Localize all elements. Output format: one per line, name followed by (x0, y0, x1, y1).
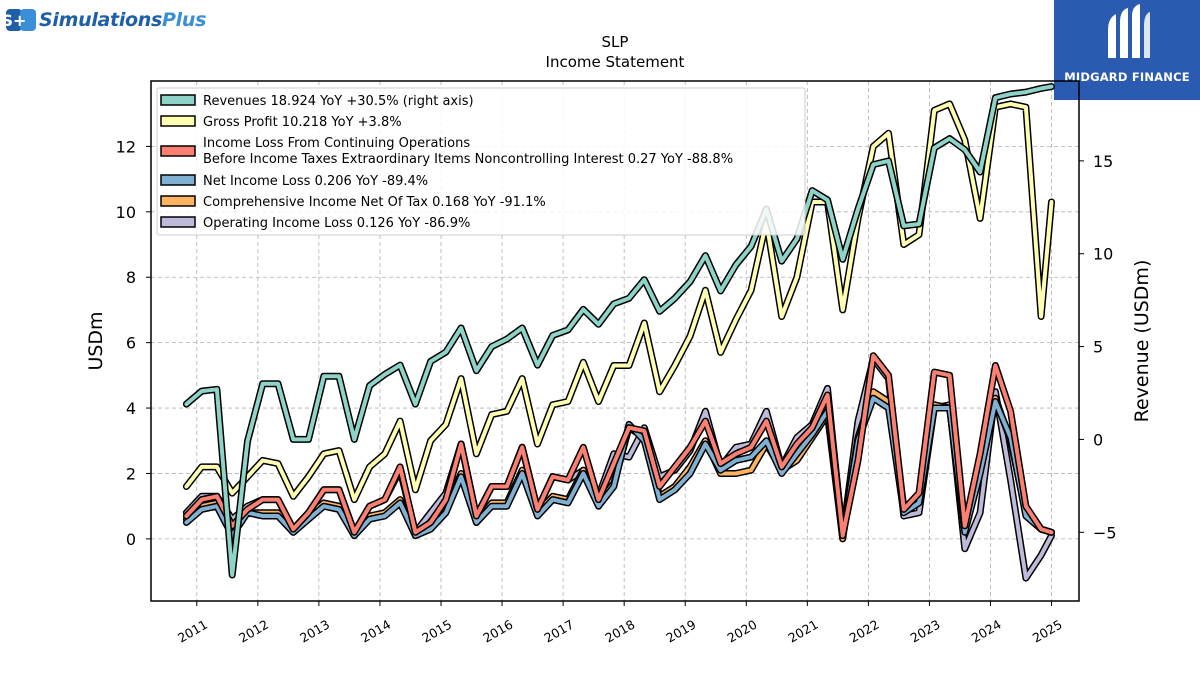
chart-title: SLP (602, 33, 629, 51)
y-tick-label: 12 (116, 137, 136, 156)
y2-tick-label: 0 (1093, 430, 1103, 449)
legend-label: Operating Income Loss 0.126 YoY -86.9% (203, 216, 470, 231)
legend-swatch (160, 216, 196, 228)
x-tick-label: 2015 (419, 617, 454, 646)
right-axis-label: Revenue (USDm) (1131, 260, 1153, 423)
y-tick-label: 0 (126, 530, 136, 549)
legend-swatch (160, 195, 196, 207)
brand-name-accent: Plus (162, 9, 207, 31)
brand-mark-letter: S+ (6, 11, 26, 30)
series-2 (182, 352, 1055, 540)
simulations-plus-icon: S+ (6, 9, 36, 31)
x-tick-label: 2013 (297, 617, 332, 646)
legend: Revenues 18.924 YoY +30.5% (right axis) G… (156, 87, 806, 236)
partner-icon (1108, 4, 1150, 58)
brand-logo: S+ SimulationsPlus (6, 6, 206, 34)
chart-subtitle: Income Statement (546, 53, 685, 71)
legend-label-line2: Before Income Taxes Extraordinary Items … (203, 152, 733, 167)
y-tick-label: 8 (126, 268, 136, 287)
y2-tick-label: 15 (1093, 152, 1113, 171)
brand-name-main: Simulations (39, 9, 163, 31)
series-line (184, 84, 1054, 577)
legend-label-line1: Income Loss From Continuing Operations (203, 136, 470, 151)
y2-tick-label: −5 (1093, 523, 1117, 542)
legend-label: Revenues 18.924 YoY +30.5% (right axis) (203, 94, 474, 109)
x-tick-label: 2020 (724, 617, 759, 646)
series-line (184, 353, 1054, 538)
left-axis-label: USDm (85, 311, 107, 370)
y-tick-label: 4 (126, 399, 136, 418)
series-3 (182, 394, 1055, 540)
y2-tick-label: 10 (1093, 245, 1113, 264)
x-tick-label: 2011 (175, 617, 210, 646)
x-tick-label: 2023 (908, 617, 943, 646)
x-tick-label: 2025 (1030, 617, 1065, 646)
x-tick-label: 2024 (969, 617, 1004, 646)
legend-swatch (160, 174, 196, 186)
series-layer (182, 83, 1055, 582)
x-tick-label: 2012 (236, 617, 271, 646)
x-tick-label: 2021 (786, 617, 821, 646)
plot-frame (150, 80, 1080, 602)
series-1 (182, 100, 1055, 504)
legend-swatch (160, 115, 196, 127)
legend-label: Net Income Loss 0.206 YoY -89.4% (203, 174, 428, 189)
legend-swatch (160, 94, 196, 106)
y-tick-label: 6 (126, 334, 136, 353)
legend-box (156, 87, 806, 236)
x-tick-label: 2019 (663, 617, 698, 646)
x-tick-label: 2018 (602, 617, 637, 646)
legend-label: Gross Profit 10.218 YoY +3.8% (203, 115, 402, 130)
series-line (184, 396, 1054, 538)
x-tick-label: 2022 (847, 617, 882, 646)
legend-swatch (160, 145, 196, 157)
brand-name: SimulationsPlus (39, 9, 206, 31)
partner-logo: MIDGARD FINANCE (1054, 0, 1200, 100)
x-tick-label: 2017 (541, 617, 576, 646)
y-tick-label: 2 (126, 464, 136, 483)
partner-name: MIDGARD FINANCE (1064, 70, 1190, 84)
y-tick-label: 10 (116, 203, 136, 222)
x-tick-label: 2014 (358, 617, 393, 646)
x-tick-label: 2016 (480, 617, 515, 646)
series-line (184, 101, 1054, 502)
legend-label: Comprehensive Income Net Of Tax 0.168 Yo… (203, 195, 546, 210)
y2-tick-label: 5 (1093, 338, 1103, 357)
series-0 (182, 83, 1055, 579)
